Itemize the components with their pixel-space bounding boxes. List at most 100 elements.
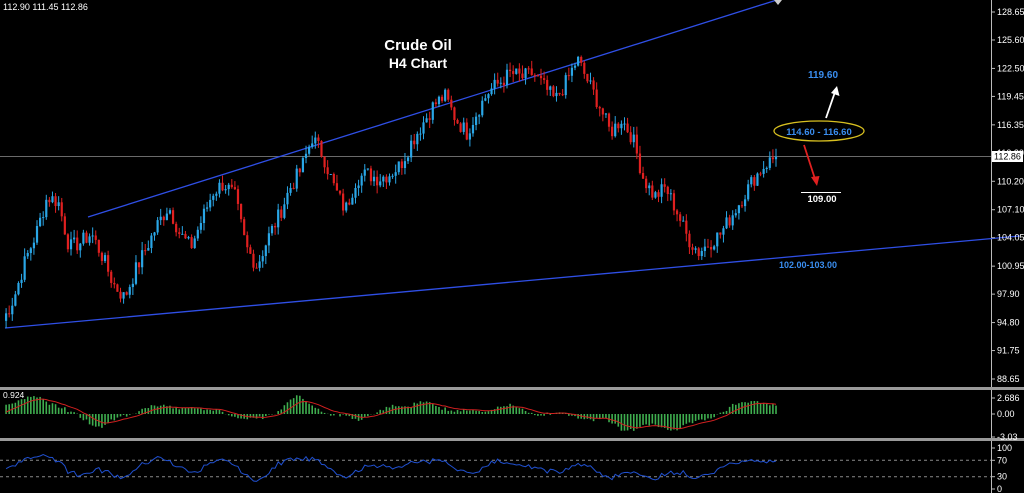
candle-body [314,137,317,144]
candle-body [94,235,97,240]
candle-body [484,98,487,101]
candle-body [141,250,144,268]
rsi-tick-label: 70 [997,455,1007,465]
candle-body [14,294,17,306]
rsi-tick-label: 30 [997,472,1007,482]
candle-body [524,68,527,79]
candle-body [258,261,261,268]
candle-body [743,199,747,207]
candle-body [153,232,156,236]
candle-body [181,233,184,235]
candle-body [425,118,428,123]
candle-body [239,203,243,220]
candle-body [403,161,407,169]
macd-tick-label: -3.03 [997,432,1018,442]
candle-body [648,185,651,189]
candle-body [530,68,533,75]
rsi-tick-label: 100 [997,443,1012,453]
candle-body [128,287,131,295]
candle-body [147,248,150,251]
candle-body [190,237,193,249]
zone-ellipse[interactable] [773,120,865,142]
candle-body [218,182,221,194]
pane-separator-rsi [0,438,1024,441]
candle-body [626,123,629,133]
candle-body [85,232,88,243]
current-price-label: 112.86 [994,152,1021,162]
target-low-label: 109.00 [807,194,836,205]
candle-body [11,305,14,315]
candle-body [193,238,196,249]
candle-body [116,284,119,292]
candle-body [750,177,753,185]
candle-body [283,204,286,218]
candle-body [632,134,635,143]
price-tick-label: 119.45 [997,91,1024,101]
candle-body [416,133,419,145]
candle-body [91,235,94,237]
candle-body [236,189,240,204]
candle-body [496,79,499,84]
candle-body [685,220,688,234]
candle-body [400,161,403,169]
candle-body [474,116,478,125]
candle-body [73,237,76,240]
rsi-pane [0,454,991,482]
candle-body [397,161,400,173]
candle-body [292,187,295,189]
macd-tick-label: 2.686 [997,393,1020,403]
candle-body [512,71,515,74]
candle-body [536,75,540,77]
candle-body [759,173,762,175]
candle-body [583,62,586,74]
candle-body [737,205,740,214]
candle-body [586,73,589,82]
macd-axis: 2.686 0.00 -3.03 [991,393,1020,442]
candle-body [440,96,444,101]
candle-body [8,313,11,315]
candle-body [69,239,73,250]
candle-body [728,217,731,226]
candle-body [697,248,700,257]
candle-body [419,133,422,135]
rsi-tick-label: 0 [997,484,1002,493]
candle-body [280,209,283,218]
candle-body [722,228,725,235]
ohlc-readout: 112.90 111.45 112.86 [3,2,88,12]
candle-body [301,158,305,173]
target-high-label: 119.60 [808,70,838,81]
lower-trendline[interactable] [4,235,1021,329]
trendline-anchor-icon[interactable] [774,0,782,5]
candle-body [221,182,224,191]
candle-body [332,174,335,184]
candle-body [508,69,512,72]
candle-body [162,216,165,221]
price-tick-label: 88.65 [997,374,1020,384]
candle-body [209,199,212,208]
candle-body [413,140,416,145]
upper-trendline[interactable] [87,0,780,218]
candle-body [369,168,373,182]
price-tick-label: 100.95 [997,261,1024,271]
candle-body [561,94,564,96]
candle-body [171,210,175,224]
candle-body [453,107,456,120]
candle-body [502,82,506,86]
candle-body [335,183,339,191]
candle-body [391,175,394,177]
arrow-down-shaft [803,144,816,180]
candle-body [543,78,546,80]
candle-body [202,208,206,224]
candle-body [611,126,614,137]
candle-body [357,185,360,189]
candle-body [700,250,703,257]
candle-body [329,174,332,176]
candle-body [348,202,351,205]
macd-top-label: 0.924 [3,390,25,400]
candle-body [465,122,468,140]
candle-body [4,313,8,321]
candle-body [103,255,107,262]
candle-body [533,74,536,76]
candle-body [63,216,66,235]
candle-body [215,193,218,196]
